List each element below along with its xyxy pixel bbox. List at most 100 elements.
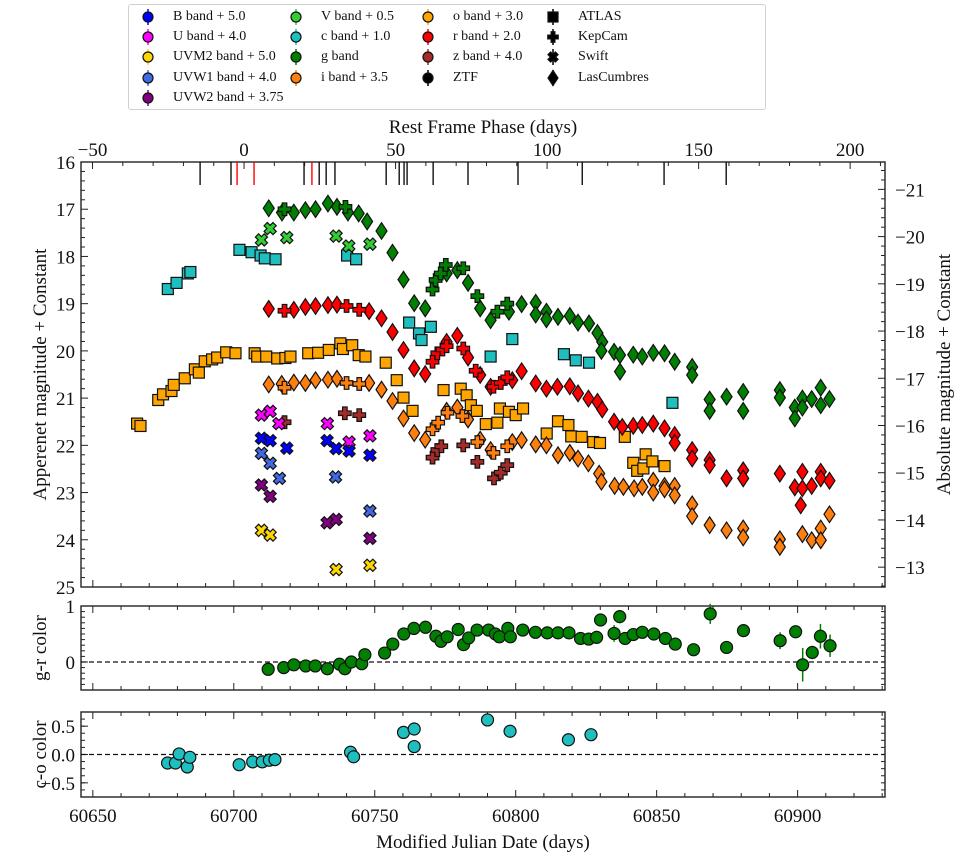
square-marker [397,391,410,404]
diamond-marker [386,391,399,411]
diamond-marker [658,419,671,438]
plus-marker [277,202,292,217]
diamond-marker [540,436,553,455]
diamond-marker [788,409,802,428]
diamond-marker [595,472,608,492]
legend-item: r band + 2.0 [421,28,521,46]
diamond-marker [647,343,660,363]
square-marker [390,374,403,387]
circle-marker [551,626,565,640]
plus-marker [456,261,471,276]
square-marker [479,417,492,431]
legend-label: U band + 4.0 [173,29,247,45]
x-marker [342,444,357,458]
x-tick-label: 60750 [351,806,399,827]
circle-marker [813,629,828,643]
circle-marker [422,71,434,84]
square-marker [470,404,483,417]
series-r-kepcam [277,299,515,394]
square-marker [322,343,335,357]
right-y-tick-label: −16 [895,417,925,438]
diamond-marker [613,362,627,381]
diamond-marker [703,515,716,535]
diamond-marker [720,469,733,488]
circle-marker [584,728,598,742]
legend-label: ATLAS [578,9,622,24]
circle-marker [268,752,282,767]
circle-marker [503,724,517,738]
square-marker [509,409,522,422]
legend-item: ZTF [421,69,478,87]
circle-marker [183,750,197,764]
top-x-axis-label: Rest Frame Phase (days) [389,117,577,138]
x-marker [320,433,335,448]
diamond-marker [595,341,608,361]
diamond-marker [299,200,312,220]
y-axis-label: Apperenet magnitude + Constant [30,248,51,501]
legend-item: i band + 3.5 [289,69,388,87]
plus-marker [500,370,515,385]
square-marker [666,396,679,409]
x-tick-label: 60700 [210,806,258,827]
right-y-tick-label: −14 [895,511,925,532]
plus-marker [547,31,559,44]
x-marker [363,558,377,573]
y-axis-label: c-o color [30,720,51,789]
top-x-tick-label: 50 [386,140,405,161]
circle-marker [142,11,154,23]
plus-marker [470,435,485,449]
circle-marker [290,31,302,43]
legend-item: c band + 1.0 [289,28,390,46]
diamond-marker [823,471,836,491]
right-y-tick-label: −17 [895,369,925,390]
circle-legend-icon [142,49,154,66]
circle-legend-icon [290,9,302,25]
square-marker [557,348,571,361]
diamond-marker [794,495,807,515]
x-marker [279,230,294,245]
diamond-marker [321,194,335,213]
square-marker [593,436,607,450]
diamond-marker [814,530,827,550]
diamond-marker [386,243,399,262]
diamond-marker [647,483,660,502]
circle-marker [407,621,421,636]
diamond-marker [262,299,275,319]
diamond-marker [703,401,716,421]
plus-marker [431,415,446,430]
circle-marker [561,733,576,747]
square-marker [170,276,183,289]
diamond-marker [668,486,681,505]
diamond-marker [551,377,564,397]
square-marker [547,11,559,23]
diamond-marker [617,477,630,497]
top-x-tick-label: 200 [836,140,865,161]
plus-marker [439,339,454,354]
x-axis-label: Modified Julian Date (days) [376,832,590,853]
circle-legend-icon [142,89,154,106]
circle-legend-icon [142,69,154,86]
square-marker [178,372,191,385]
x-marker [263,489,278,504]
legend-item: o band + 3.0 [421,8,523,26]
diamond-marker [515,294,528,314]
y-tick-label: 20 [56,342,75,363]
plus-marker [425,282,440,297]
diamond-marker [529,435,542,454]
diamond-marker [636,477,649,497]
square-marker [506,332,519,346]
square-marker [637,462,650,475]
square-marker [639,448,652,461]
circle-legend-icon [290,69,302,86]
plus-marker [339,376,354,390]
diamond-marker [658,479,671,499]
legend-label: V band + 0.5 [321,9,394,24]
circle-marker [232,758,246,772]
square-marker [406,404,419,417]
right-y-tick-label: −21 [895,180,925,201]
legend-label: ZTF [453,69,478,85]
square-marker [424,320,437,333]
diamond-marker [397,409,410,428]
circle-marker [823,639,837,653]
diamond-marker [616,417,629,437]
